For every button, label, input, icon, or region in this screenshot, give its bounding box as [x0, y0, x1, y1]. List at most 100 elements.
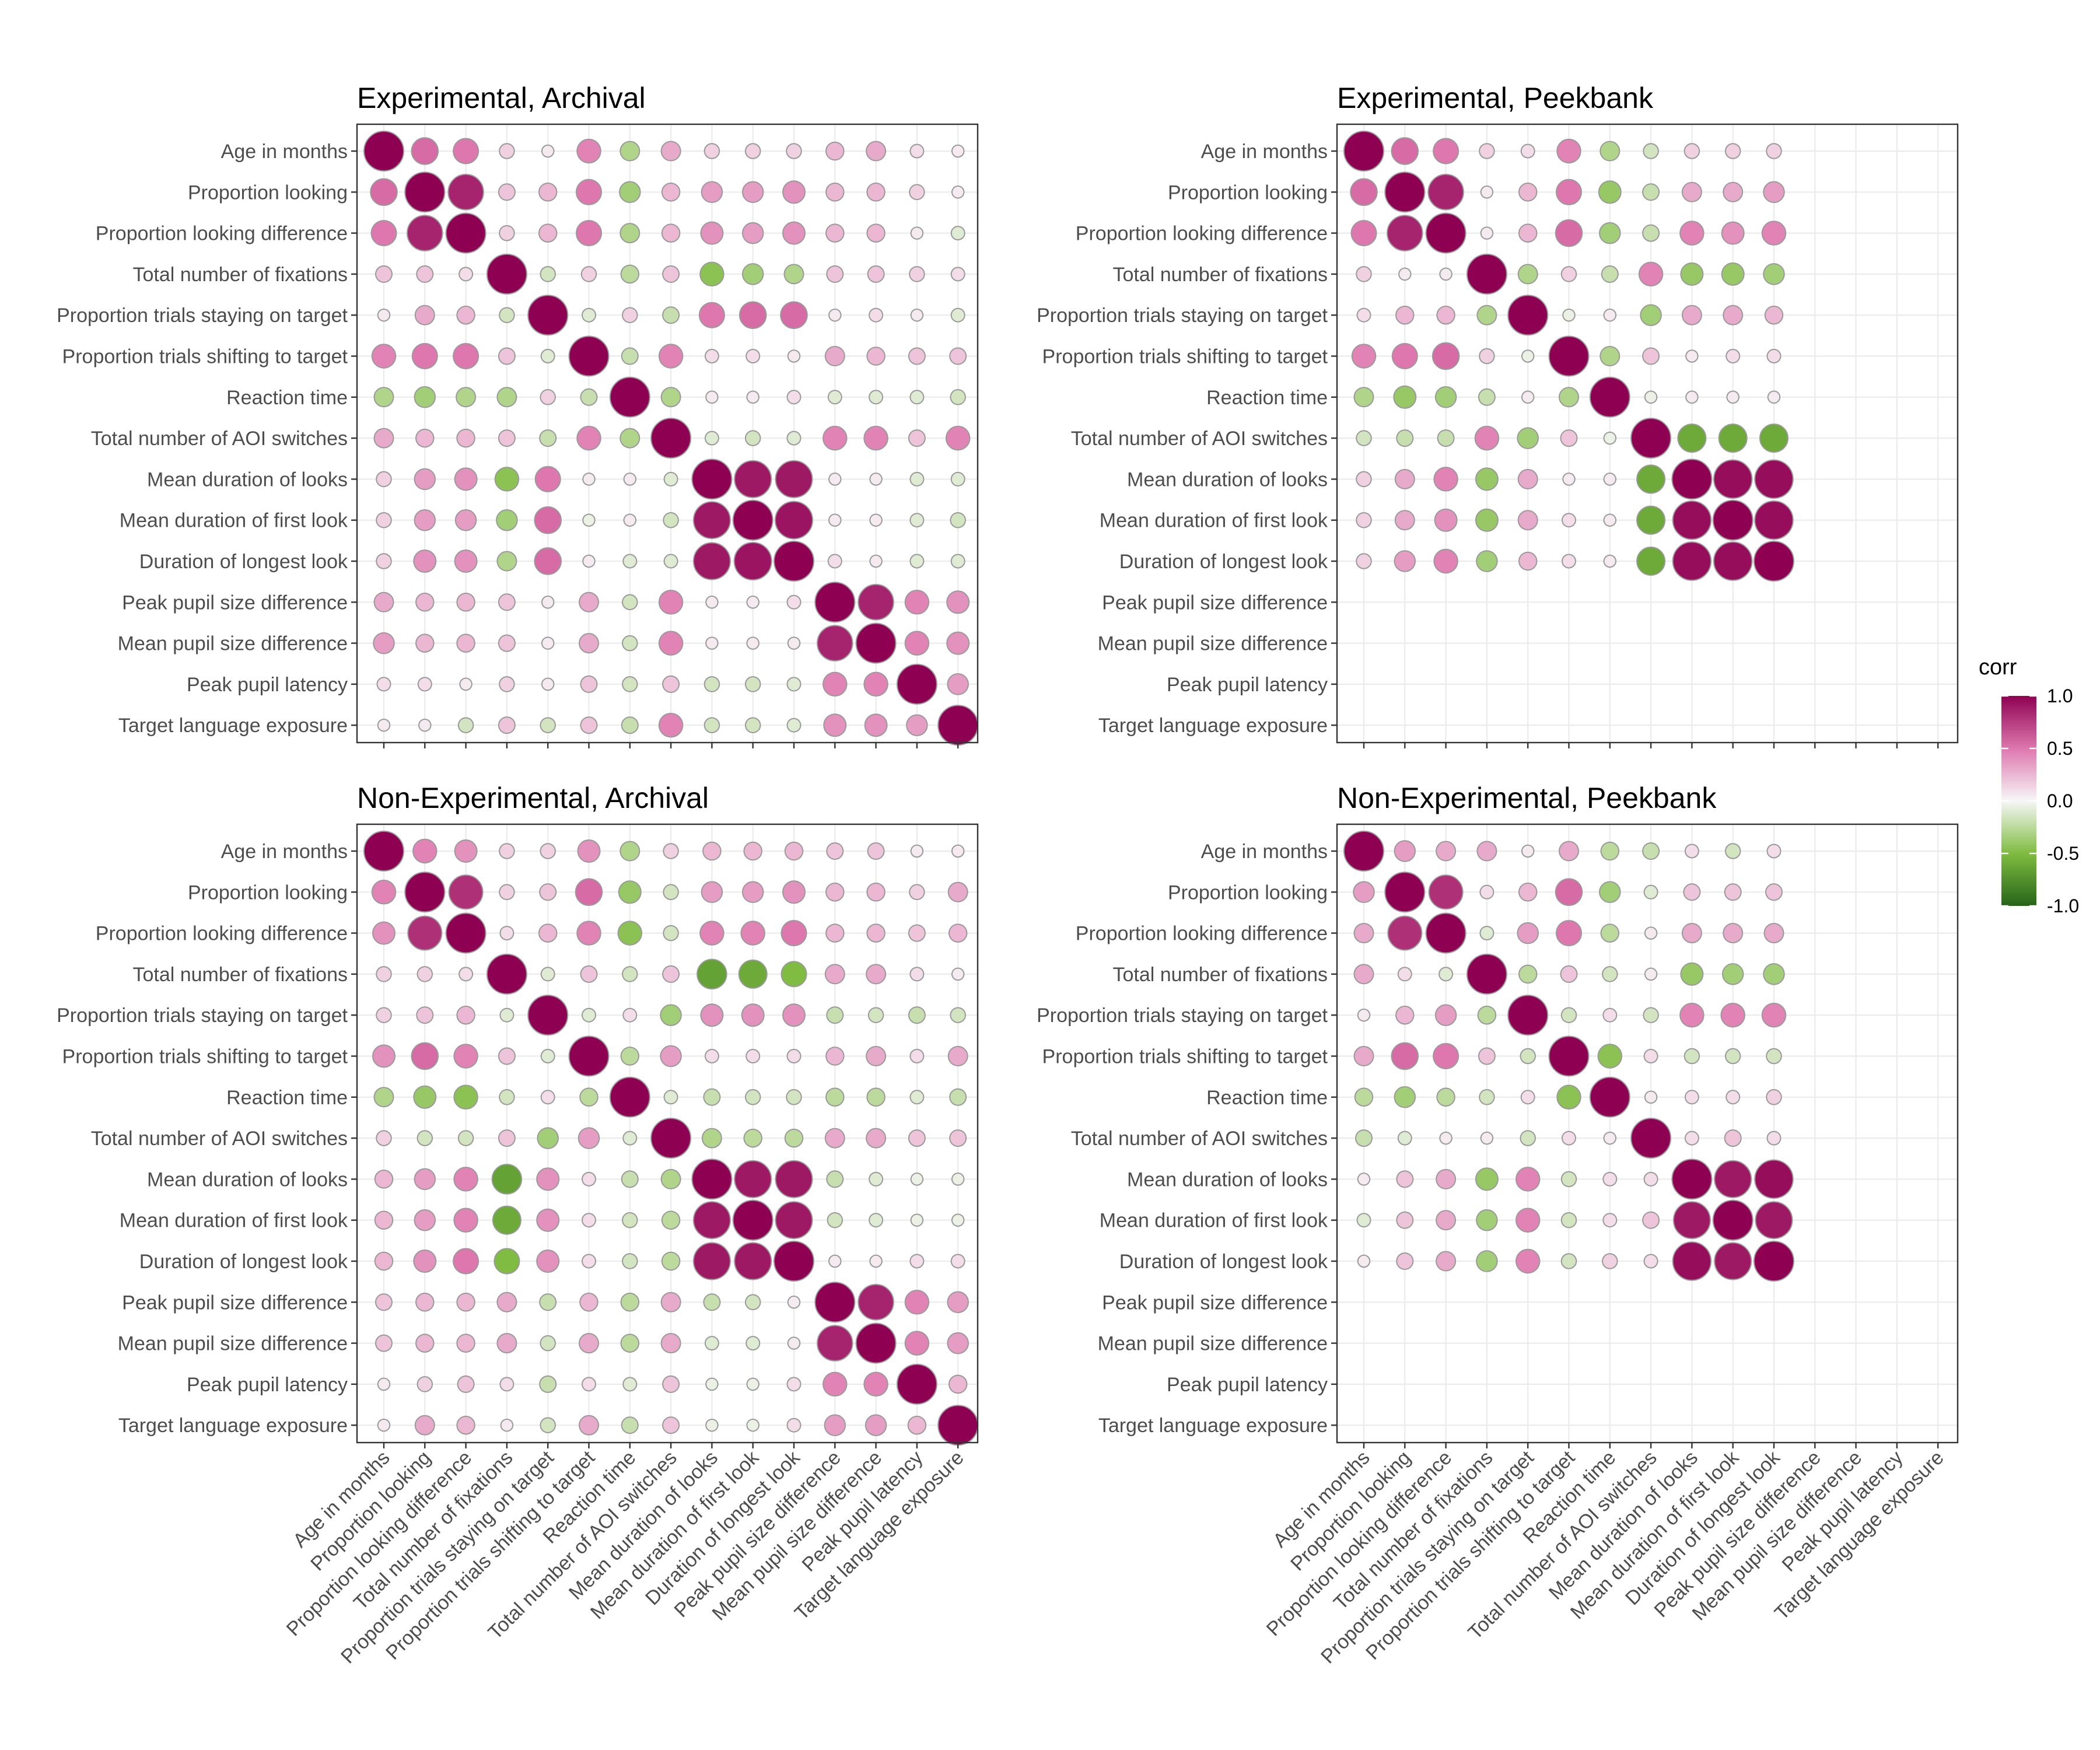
corr-circle [1560, 429, 1578, 447]
corr-circle [496, 509, 518, 531]
corr-circle [415, 1293, 435, 1312]
corr-circle [1672, 1201, 1711, 1240]
corr-circle [1521, 390, 1535, 404]
corr-circle [609, 1076, 650, 1118]
corr-circle [1518, 883, 1538, 902]
corr-circle [909, 471, 925, 487]
corr-circle [948, 1374, 968, 1394]
row-label: Target language exposure [1098, 1415, 1328, 1437]
corr-circle [704, 676, 720, 692]
corr-circle [536, 1167, 560, 1191]
corr-circle [1515, 1167, 1541, 1192]
corr-circle [1394, 510, 1415, 531]
corr-circle [1643, 1254, 1658, 1269]
corr-circle [1720, 1002, 1745, 1028]
corr-circle [620, 428, 640, 449]
corr-circle [937, 1405, 979, 1446]
corr-circle [582, 1213, 596, 1228]
corr-circle [415, 428, 435, 448]
corr-circle [786, 1089, 802, 1105]
corr-circle [1475, 467, 1499, 491]
corr-circle [663, 1090, 678, 1105]
corr-circle [1521, 844, 1535, 858]
corr-circle [738, 301, 767, 329]
panel-3: Non-Experimental, Archival Age in months P… [57, 782, 979, 1668]
corr-circle [1556, 178, 1582, 205]
corr-circle [376, 471, 392, 488]
corr-circle [1600, 841, 1620, 861]
corr-circle [1560, 266, 1577, 282]
corr-circle [457, 1130, 474, 1146]
corr-circle [1766, 1089, 1782, 1105]
corr-circle [1643, 1049, 1658, 1063]
corr-circle [741, 263, 764, 285]
corr-circle [534, 547, 562, 575]
corr-circle [866, 183, 886, 202]
corr-circle [827, 1212, 844, 1228]
corr-circle [867, 265, 885, 283]
corr-circle [1680, 262, 1704, 286]
panel-2: Experimental, Peekbank Age in months Propo… [1037, 82, 1959, 748]
corr-circle [1642, 347, 1660, 365]
corr-circle [1671, 1158, 1713, 1200]
corr-circle [826, 1170, 844, 1188]
corr-circle [701, 1128, 722, 1149]
corr-circle [579, 1415, 599, 1436]
corr-circle [534, 466, 561, 492]
corr-circle [1766, 349, 1782, 363]
corr-circle [951, 1213, 965, 1227]
corr-circle [1434, 1004, 1457, 1026]
corr-circle [1685, 390, 1699, 404]
corr-circle [1391, 1042, 1419, 1070]
row-label: Target language exposure [1098, 715, 1328, 737]
corr-circle [499, 1007, 514, 1023]
corr-circle [1642, 1211, 1660, 1229]
corr-circle [568, 335, 610, 377]
corr-circle [620, 1293, 640, 1312]
corr-circle [1434, 508, 1458, 532]
corr-circle [1636, 464, 1666, 494]
corr-circle [658, 631, 684, 656]
corr-circle [1518, 964, 1538, 984]
corr-circle [699, 921, 724, 946]
corr-circle [1642, 224, 1660, 242]
corr-circle [663, 471, 678, 487]
corr-circle [700, 1003, 724, 1027]
row-label: Reaction time [226, 1087, 348, 1109]
corr-circle [1520, 1048, 1536, 1065]
corr-circle [622, 594, 638, 611]
row-label: Proportion trials staying on target [57, 304, 348, 327]
corr-circle [734, 1160, 772, 1198]
corr-circle [1643, 1007, 1659, 1023]
corr-circle [413, 1085, 437, 1109]
corr-circle [622, 307, 638, 323]
corr-circle [496, 387, 517, 408]
corr-circle [937, 705, 979, 746]
corr-circle [541, 677, 555, 691]
corr-circle [373, 632, 395, 654]
corr-circle [499, 1089, 515, 1105]
corr-circle [658, 590, 684, 615]
corr-circle [1603, 554, 1617, 568]
corr-circle [1353, 923, 1374, 944]
row-label: Peak pupil latency [1167, 674, 1328, 696]
y-axis: Age in months Proportion looking Proportio… [57, 141, 357, 737]
corr-circle [866, 141, 887, 162]
corr-circle [904, 590, 930, 615]
y-axis: Age in months Proportion looking Proportio… [1037, 141, 1337, 737]
corr-circle [1643, 143, 1659, 159]
corr-circle [864, 713, 888, 737]
corr-circle [414, 386, 436, 408]
corr-circle [1479, 926, 1494, 941]
corr-circle [499, 884, 515, 901]
row-label: Age in months [1201, 141, 1328, 163]
corr-circle [660, 141, 681, 162]
corr-circle [1721, 963, 1744, 985]
corr-circle [1671, 459, 1713, 500]
legend-tick-label: 0.0 [2047, 790, 2073, 811]
corr-circle [457, 1375, 475, 1393]
corr-circle [453, 1167, 478, 1192]
corr-circle [374, 1210, 394, 1230]
corr-circle [498, 634, 516, 652]
corr-circle [1433, 548, 1458, 574]
